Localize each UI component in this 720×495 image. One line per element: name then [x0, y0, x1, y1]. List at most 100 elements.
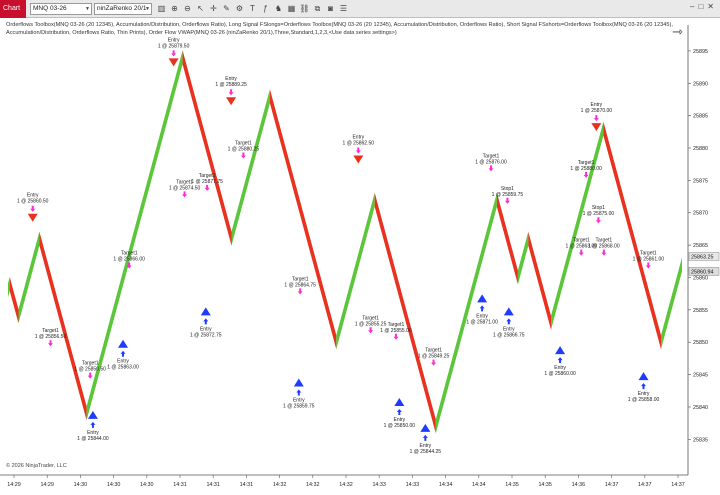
signal-value: 1 @ 25863.00 [107, 365, 139, 371]
renko-up-swing [517, 231, 529, 285]
signal-value: 1 @ 25866.75 [493, 332, 525, 338]
signal-label: Target1 [362, 315, 379, 321]
text-icon[interactable]: T [250, 4, 255, 13]
signal-value: 1 @ 25856.50 [35, 334, 67, 340]
signal-label: Target1 [578, 160, 595, 166]
signal-value: 1 @ 25872.75 [190, 332, 222, 338]
pencil-icon[interactable]: ✎ [223, 4, 230, 13]
bar-type-selector[interactable]: ninZaRenko 20/1 ▼ [94, 3, 152, 15]
copyright-text: © 2026 NinjaTrader, LLC [6, 463, 67, 469]
price-marker-label: 25863.25 [691, 254, 713, 260]
signal-label: Entry [87, 430, 99, 436]
price-marker-box [688, 252, 720, 261]
strategy-icon[interactable]: ♞ [274, 4, 283, 13]
signal-value: 1 @ 25876.00 [475, 159, 507, 165]
arrow-down-icon [368, 327, 374, 334]
grid-icon[interactable]: ▦ [287, 4, 296, 13]
link-icon[interactable]: ⛓ [299, 4, 310, 13]
camera-icon[interactable]: ◙ [328, 4, 333, 13]
arrow-down-icon [593, 115, 599, 122]
long-triangle-icon [87, 410, 98, 419]
zoom-out-icon[interactable]: ⊖ [184, 4, 191, 13]
arrow-up-icon [557, 357, 563, 364]
copy-icon[interactable]: ⧉ [314, 4, 321, 13]
close-icon[interactable]: ✕ [707, 2, 718, 11]
signal-value: 1 @ 25859.75 [283, 404, 315, 410]
time-tick-label: 14:29 [40, 482, 54, 488]
renko-up-swing [551, 121, 604, 330]
signal-value: 1 @ 25858.00 [628, 397, 660, 403]
signal-label: Entry [503, 326, 515, 332]
time-tick-label: 14:32 [273, 482, 287, 488]
minimize-icon[interactable]: – [690, 2, 699, 11]
price-tick-label: 25890 [693, 81, 708, 87]
signal-label: Target1 [483, 153, 500, 159]
short-triangle-icon [168, 58, 179, 67]
signal-label: Target1 [596, 238, 613, 244]
price-axis: 25835 25840 25845 25850 25855 25860 25865 25870… [687, 25, 720, 475]
instrument-selector[interactable]: MNQ 03-26 ▼ [30, 3, 92, 15]
scroll-to-latest-icon[interactable]: ⇾ [672, 24, 683, 39]
crosshair-icon[interactable]: ✛ [210, 4, 217, 13]
arrow-down-icon [393, 333, 399, 340]
arrow-down-icon [355, 147, 361, 154]
maximize-icon[interactable]: □ [698, 2, 708, 11]
chart-toolbar: Chart MNQ 03-26 ▼ ninZaRenko 20/1 ▼ ▥ ⊕ ⊖ ↖… [0, 0, 720, 18]
arrow-up-icon [479, 305, 485, 312]
pointer-icon[interactable]: ↖ [197, 4, 204, 13]
time-tick-label: 14:35 [505, 482, 519, 488]
properties-icon[interactable]: ⚙ [235, 4, 244, 13]
bar-chart-icon[interactable]: ▥ [157, 4, 166, 13]
price-marker-box [688, 267, 720, 276]
time-tick-label: 14:30 [107, 482, 121, 488]
signal-value: 1 @ 25863.00 [566, 244, 598, 250]
signal-label: Entry [293, 398, 305, 404]
signal-value: 1 @ 25879.50 [158, 43, 190, 49]
renko-up-swing [336, 192, 375, 350]
arrow-up-icon [506, 318, 512, 325]
signal-label: Entry [27, 193, 39, 199]
renko-up-swing [661, 257, 682, 350]
signal-label: Target1 [121, 251, 138, 257]
chart-tab[interactable]: Chart [0, 0, 26, 18]
arrow-down-icon [48, 340, 54, 347]
indicator-icon[interactable]: ƒ [263, 4, 268, 13]
zoom-in-icon[interactable]: ⊕ [171, 4, 178, 13]
list-icon[interactable]: ☰ [339, 4, 348, 13]
